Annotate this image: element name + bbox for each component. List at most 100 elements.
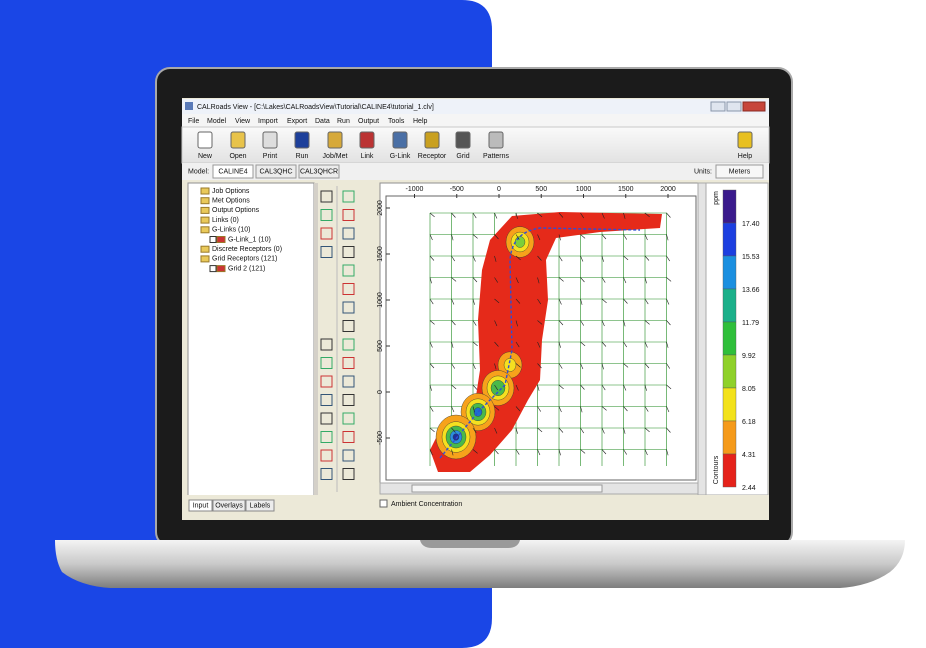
minimize-button[interactable]	[710, 101, 726, 112]
toolbar-icon[interactable]	[327, 131, 343, 149]
tool-button[interactable]	[342, 394, 355, 406]
tool-button[interactable]	[342, 431, 355, 443]
tool-button[interactable]	[342, 320, 355, 332]
tree-item[interactable]: Output Options	[212, 207, 260, 214]
tool-button[interactable]	[342, 190, 355, 203]
tool-button[interactable]	[320, 375, 333, 388]
wind-arrow	[537, 363, 542, 369]
tool-button[interactable]	[342, 227, 355, 240]
panel-tab[interactable]	[245, 499, 275, 512]
tree-checkbox[interactable]	[209, 265, 217, 273]
menu-item[interactable]: File	[188, 118, 199, 125]
tree-checkbox[interactable]	[209, 236, 217, 243]
panel-tab-label[interactable]: Input	[193, 502, 209, 509]
tool-button[interactable]	[342, 375, 355, 388]
model-tab-label[interactable]: CAL3QHC	[259, 168, 292, 175]
tree-item[interactable]: Grid Receptors (121)	[212, 256, 277, 263]
menu-item[interactable]: Export	[287, 118, 307, 125]
menu-item[interactable]: View	[235, 118, 251, 125]
toolbar-icon[interactable]	[424, 131, 440, 149]
model-tab[interactable]	[255, 164, 297, 179]
model-tab-label[interactable]: CALINE4	[218, 168, 247, 175]
toolbar-icon[interactable]	[737, 131, 753, 149]
tool-button[interactable]	[342, 209, 355, 221]
tool-button[interactable]	[320, 357, 333, 369]
panel-tab-label[interactable]: Labels	[250, 502, 271, 509]
tool-button[interactable]	[320, 412, 333, 425]
toolbar-icon[interactable]	[359, 131, 375, 149]
tool-button[interactable]	[320, 338, 333, 351]
toolbar-icon[interactable]	[294, 131, 310, 149]
tool-button[interactable]	[342, 264, 355, 277]
ambient-checkbox[interactable]	[379, 499, 388, 508]
menu-item[interactable]: Output	[358, 118, 379, 125]
toolbar-label[interactable]: Print	[263, 153, 277, 160]
model-tab-label[interactable]: CAL3QHCR	[300, 168, 338, 175]
wind-arrow	[472, 449, 478, 454]
toolbar-label[interactable]: Run	[296, 153, 309, 160]
tool-button[interactable]	[320, 190, 333, 203]
tool-button[interactable]	[342, 338, 355, 351]
wind-arrow	[601, 255, 604, 262]
tool-button[interactable]	[320, 431, 333, 443]
units-field[interactable]	[715, 164, 764, 179]
toolbar-label[interactable]: Patterns	[483, 153, 510, 160]
toolbar-label[interactable]: Grid	[456, 153, 469, 160]
tree-item[interactable]: Discrete Receptors (0)	[212, 246, 282, 253]
panel-tab[interactable]	[212, 499, 246, 512]
toolbar-icon[interactable]	[262, 131, 278, 149]
toolbar-icon[interactable]	[488, 131, 504, 149]
tree-item[interactable]: G-Links (10)	[212, 227, 251, 234]
tool-button[interactable]	[342, 246, 355, 258]
tool-button[interactable]	[342, 412, 355, 425]
menu-item[interactable]: Tools	[388, 118, 405, 125]
menu-item[interactable]: Model	[207, 118, 227, 125]
panel-tab-label[interactable]: Overlays	[215, 502, 243, 509]
tool-button[interactable]	[342, 357, 355, 369]
panel-tab[interactable]	[188, 499, 213, 512]
maximize-button[interactable]	[726, 101, 742, 112]
toolbar-label[interactable]: New	[198, 153, 213, 160]
toolbar-icon[interactable]	[392, 131, 408, 149]
tool-button[interactable]	[342, 449, 355, 462]
toolbar-icon[interactable]	[455, 131, 471, 149]
tree-item[interactable]: Grid 2 (121)	[228, 265, 265, 272]
tool-button[interactable]	[342, 301, 355, 314]
tree-item[interactable]: Job Options	[212, 188, 250, 195]
tool-button[interactable]	[342, 468, 355, 480]
model-tab[interactable]	[212, 164, 254, 179]
wind-arrow	[580, 341, 586, 347]
legend-swatch	[722, 354, 737, 389]
tool-button[interactable]	[320, 209, 333, 221]
wind-arrow	[623, 363, 629, 368]
toolbar-label[interactable]: Job/Met	[323, 153, 348, 160]
wind-arrow	[515, 341, 520, 348]
menu-item[interactable]: Data	[315, 118, 330, 125]
wind-arrow	[558, 320, 564, 326]
tree-item[interactable]: G-Link_1 (10)	[228, 236, 271, 243]
tool-button[interactable]	[320, 227, 333, 240]
toolbar-label[interactable]: Link	[361, 153, 374, 160]
tool-button[interactable]	[342, 283, 355, 295]
tool-button[interactable]	[320, 246, 333, 258]
toolbar-label[interactable]: Receptor	[418, 153, 447, 160]
menu-item[interactable]: Help	[413, 118, 428, 125]
vertical-scrollbar[interactable]	[697, 182, 707, 496]
tool-button[interactable]	[320, 394, 333, 406]
scroll-thumb[interactable]	[411, 484, 603, 493]
tool-button[interactable]	[320, 449, 333, 462]
menu-item[interactable]: Import	[258, 118, 278, 125]
tool-button[interactable]	[320, 468, 333, 480]
toolbar-label[interactable]: G-Link	[390, 153, 411, 160]
toolbar-icon[interactable]	[197, 131, 213, 149]
toolbar-label[interactable]: Help	[738, 153, 753, 160]
wind-arrow	[623, 406, 628, 412]
tree-item[interactable]: Met Options	[212, 198, 250, 205]
close-button[interactable]	[742, 101, 766, 112]
tree-item[interactable]: Links (0)	[212, 217, 239, 224]
legend-swatch	[722, 189, 737, 224]
toolbar-label[interactable]: Open	[229, 153, 246, 160]
menu-item[interactable]: Run	[337, 118, 350, 125]
model-tab[interactable]	[298, 164, 340, 179]
toolbar-icon[interactable]	[230, 131, 246, 149]
